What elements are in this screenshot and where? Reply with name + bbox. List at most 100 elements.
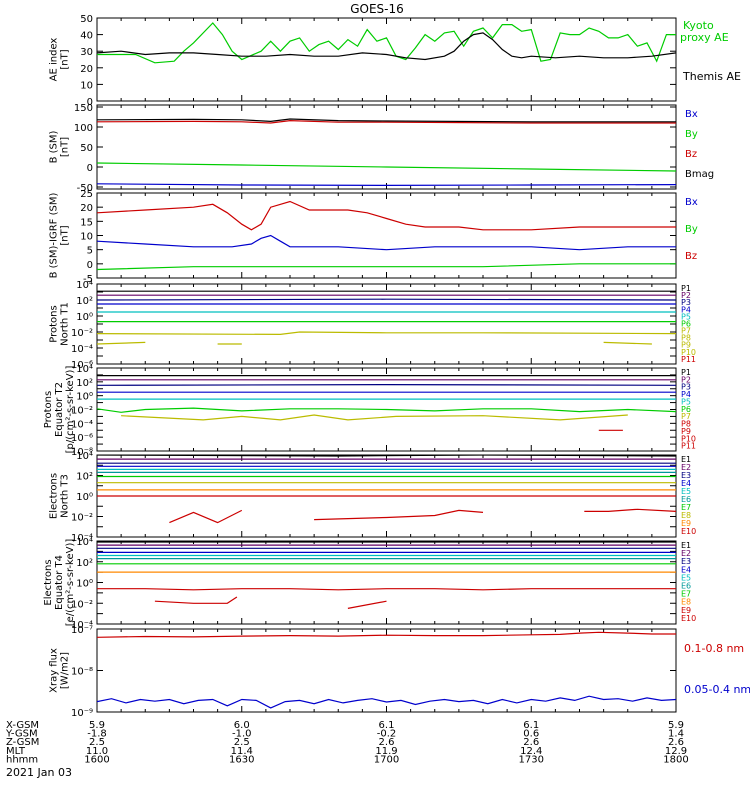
panel-et3: 10⁻⁴ 10⁻² 10⁰ 10² 10⁴ Electrons North T3 E1E2E3… — [49, 451, 697, 544]
panel-et4: 10⁻⁴ 10⁻² 10⁰ 10² 10⁴ Electrons Equator T4 [e/(… — [43, 537, 696, 631]
legend-entry: P1 — [681, 284, 691, 293]
y-axis-label: [nT] — [60, 225, 71, 245]
series-bmag — [97, 118, 676, 123]
series-e9 — [97, 588, 676, 591]
series-p7 — [121, 414, 628, 421]
y-tick-label: 10⁰ — [76, 579, 93, 590]
panel-frame — [96, 628, 677, 713]
ephemeris-value: 12.9 — [665, 746, 687, 757]
legend-entry: E10 — [681, 614, 696, 623]
ephemeris-value: 1630 — [229, 754, 254, 765]
ephemeris-value: 2.6 — [668, 737, 684, 748]
y-axis-label: North T3 — [60, 474, 71, 518]
y-tick-label: 10⁰ — [76, 392, 93, 403]
legend-entry: P2 — [681, 375, 691, 384]
legend-entry: E5 — [681, 573, 691, 582]
legend-entry: Kyoto — [683, 19, 714, 32]
ephemeris-value: -1.0 — [232, 729, 252, 740]
y-tick-label: 5 — [87, 246, 93, 257]
legend-entry: E3 — [681, 557, 691, 566]
series-bx — [97, 234, 676, 251]
ephemeris-value: 1730 — [519, 754, 544, 765]
series-e10-sparse- — [584, 508, 676, 512]
series-bz — [97, 119, 676, 124]
legend-entry: P7 — [681, 327, 691, 336]
y-tick-label: 10² — [76, 558, 93, 569]
series-0-1-0-8-nm — [97, 631, 676, 638]
y-tick-label: 150 — [74, 103, 93, 114]
y-axis-label: B (SM) — [49, 130, 60, 163]
y-tick-label: 10⁻⁸ — [71, 447, 93, 458]
y-axis-label: [W/m2] — [60, 652, 71, 689]
ephemeris-value: 5.9 — [668, 720, 684, 731]
y-tick-label: 50 — [80, 143, 93, 154]
series-p3 — [97, 298, 676, 301]
panel-bsm: -50 0 50 100 150 B (SM) [nT] Bx By Bz Bmag — [49, 103, 715, 194]
legend-entry: P11 — [681, 442, 696, 451]
ephemeris-value: 6.1 — [379, 720, 395, 731]
legend-entry: E1 — [681, 541, 691, 550]
legend-entry: E6 — [681, 495, 691, 504]
legend-entry: proxy AE — [680, 31, 729, 44]
legend-entry: P4 — [681, 305, 691, 314]
legend-entry: P8 — [681, 420, 691, 429]
legend-entry: E5 — [681, 487, 691, 496]
series-e10-sparse- — [169, 509, 243, 524]
y-tick-label: 10⁴ — [76, 364, 93, 375]
legend-entry: P6 — [681, 319, 691, 328]
legend-entry: P2 — [681, 291, 691, 300]
y-tick-label: 10⁻² — [71, 513, 93, 524]
panel-xray: 10⁻⁹ 10⁻⁸ 10⁻⁷ Xray flux [W/m2] 0.1-0.8 nm 0.0… — [49, 625, 750, 719]
legend-entry: E8 — [681, 598, 691, 607]
y-tick-label: 10² — [76, 472, 93, 483]
plot-title: GOES-16 — [350, 2, 404, 16]
y-tick-label: 100 — [74, 123, 93, 134]
series-bx — [97, 183, 676, 186]
series-e10-sparse- — [154, 596, 238, 604]
legend-entry: E2 — [681, 549, 691, 558]
y-tick-label: 0 — [87, 97, 93, 108]
ephemeris-value: 0.6 — [523, 729, 539, 740]
legend-entry: P10 — [681, 434, 696, 443]
ephemeris-label: Y-GSM — [5, 729, 38, 740]
legend-entry: Bz — [685, 251, 697, 262]
legend-entry: E4 — [681, 565, 691, 574]
y-tick-label: 10⁻⁴ — [71, 419, 93, 430]
series-p3 — [97, 384, 676, 386]
legend-entry: E9 — [681, 519, 691, 528]
series-themis-ae — [97, 32, 676, 61]
panel-pt2: 10⁻⁸ 10⁻⁶ 10⁻⁴ 10⁻² 10⁰ 10² 10⁴ Protons Equator … — [43, 364, 696, 458]
panel-pt1: 10⁻⁶ 10⁻⁴ 10⁻² 10⁰ 10² 10⁴ Protons North T1 P1P2… — [49, 280, 697, 371]
y-tick-label: 10⁴ — [76, 451, 93, 462]
ephemeris-value: -0.2 — [377, 729, 397, 740]
y-tick-label: 10⁻² — [71, 328, 93, 339]
legend-entry: E7 — [681, 590, 691, 599]
ephemeris-value: 2.5 — [234, 737, 250, 748]
y-tick-label: 50 — [80, 14, 93, 25]
y-tick-label: 10⁰ — [76, 312, 93, 323]
legend-entry: P9 — [681, 341, 691, 350]
y-tick-label: 10⁻² — [71, 406, 93, 417]
panel-frame — [96, 17, 677, 102]
ephemeris-value: 12.4 — [520, 746, 542, 757]
legend-entry: E4 — [681, 479, 691, 488]
y-tick-label: 10⁻⁴ — [71, 344, 93, 355]
y-tick-label: 10² — [76, 296, 93, 307]
series-0-05-0-4-nm — [97, 695, 676, 709]
legend-entry: E8 — [681, 511, 691, 520]
y-tick-label: 10 — [80, 80, 93, 91]
legend-entry: P11 — [681, 355, 696, 364]
y-axis-label: AE index — [49, 38, 60, 82]
y-tick-label: 20 — [80, 203, 93, 214]
legend-entry: P10 — [681, 348, 696, 357]
legend-entry: E2 — [681, 463, 691, 472]
series-e1 — [97, 455, 676, 457]
series-bz — [97, 200, 676, 231]
series-e10-sparse- — [347, 600, 387, 609]
ephemeris-label: Z-GSM — [6, 737, 39, 748]
y-axis-label: [e/(cm²-s-sr-keV)] — [65, 539, 76, 627]
legend-entry: Bx — [685, 109, 698, 120]
legend-entry: P8 — [681, 334, 691, 343]
